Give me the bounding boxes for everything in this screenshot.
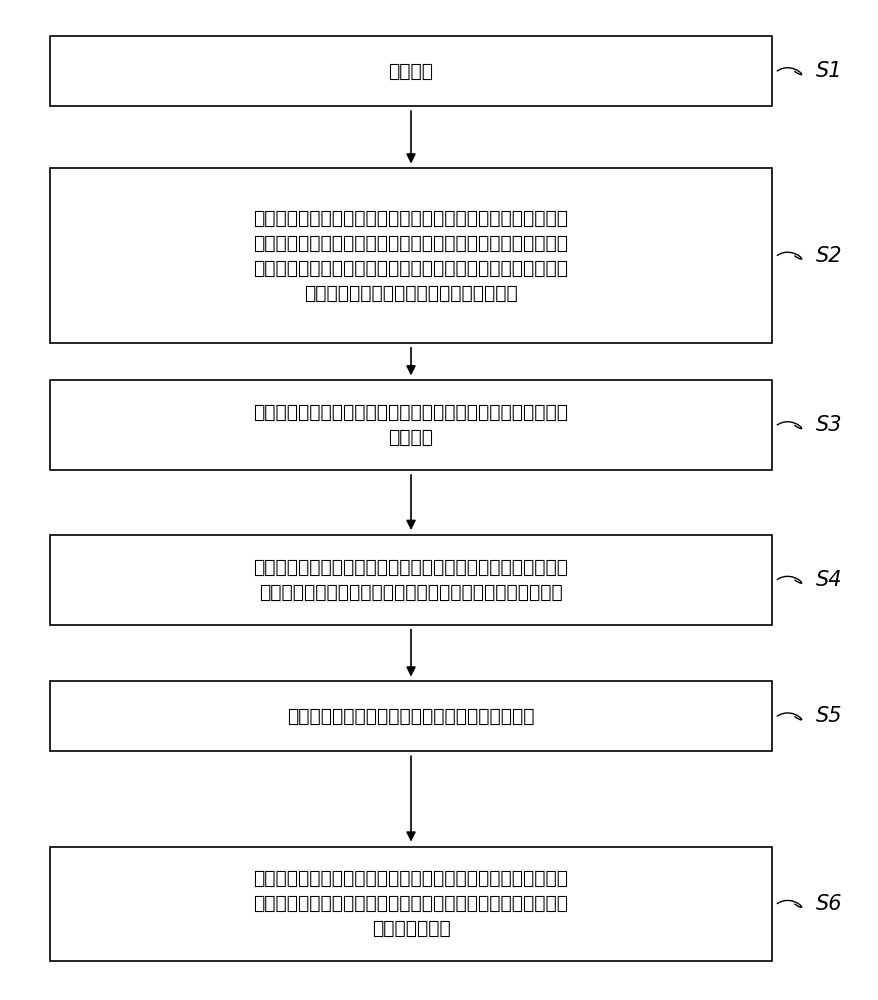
FancyBboxPatch shape <box>49 168 772 343</box>
Text: S2: S2 <box>816 246 842 266</box>
FancyBboxPatch shape <box>49 681 772 751</box>
Text: 在所述隔离层中制备显露所述源极引出电极的开口: 在所述隔离层中制备显露所述源极引出电极的开口 <box>287 707 534 726</box>
FancyBboxPatch shape <box>49 380 772 470</box>
Text: S3: S3 <box>816 415 842 435</box>
Text: 在所述隔离层上制备辅助保护结构，其中，所述辅助保护结构位
于在所述氧化物薄膜晶体管上方且至少覆盖所述有源层的边缘: 在所述隔离层上制备辅助保护结构，其中，所述辅助保护结构位 于在所述氧化物薄膜晶体… <box>253 558 568 602</box>
Text: S1: S1 <box>816 61 842 81</box>
FancyBboxPatch shape <box>49 36 772 106</box>
Text: 基于所述开口在所述源极引出电极上制备可见光传感器，包括与
公共电极电连接的上电极，所述源极引出电极同时与所述可见光
传感器电性连接: 基于所述开口在所述源极引出电极上制备可见光传感器，包括与 公共电极电连接的上电极… <box>253 869 568 938</box>
Text: 提供基板: 提供基板 <box>388 62 433 81</box>
Text: S5: S5 <box>816 706 842 726</box>
FancyBboxPatch shape <box>49 535 772 625</box>
FancyBboxPatch shape <box>49 847 772 961</box>
Text: S4: S4 <box>816 570 842 590</box>
Text: 在所述基底上制备氧化物薄膜晶体管，所述氧化物薄膜晶体管包
括有源层、位于所述有源层下方的栅介质层、栅极引出电极、位
于所述有源层上方的刻蚀停止层以及位于所述有源: 在所述基底上制备氧化物薄膜晶体管，所述氧化物薄膜晶体管包 括有源层、位于所述有源… <box>253 209 568 303</box>
Text: S6: S6 <box>816 894 842 914</box>
Text: 在所述氧化物薄膜晶体管上制备至少覆盖所述氧化物薄膜晶体管
的隔离层: 在所述氧化物薄膜晶体管上制备至少覆盖所述氧化物薄膜晶体管 的隔离层 <box>253 403 568 447</box>
